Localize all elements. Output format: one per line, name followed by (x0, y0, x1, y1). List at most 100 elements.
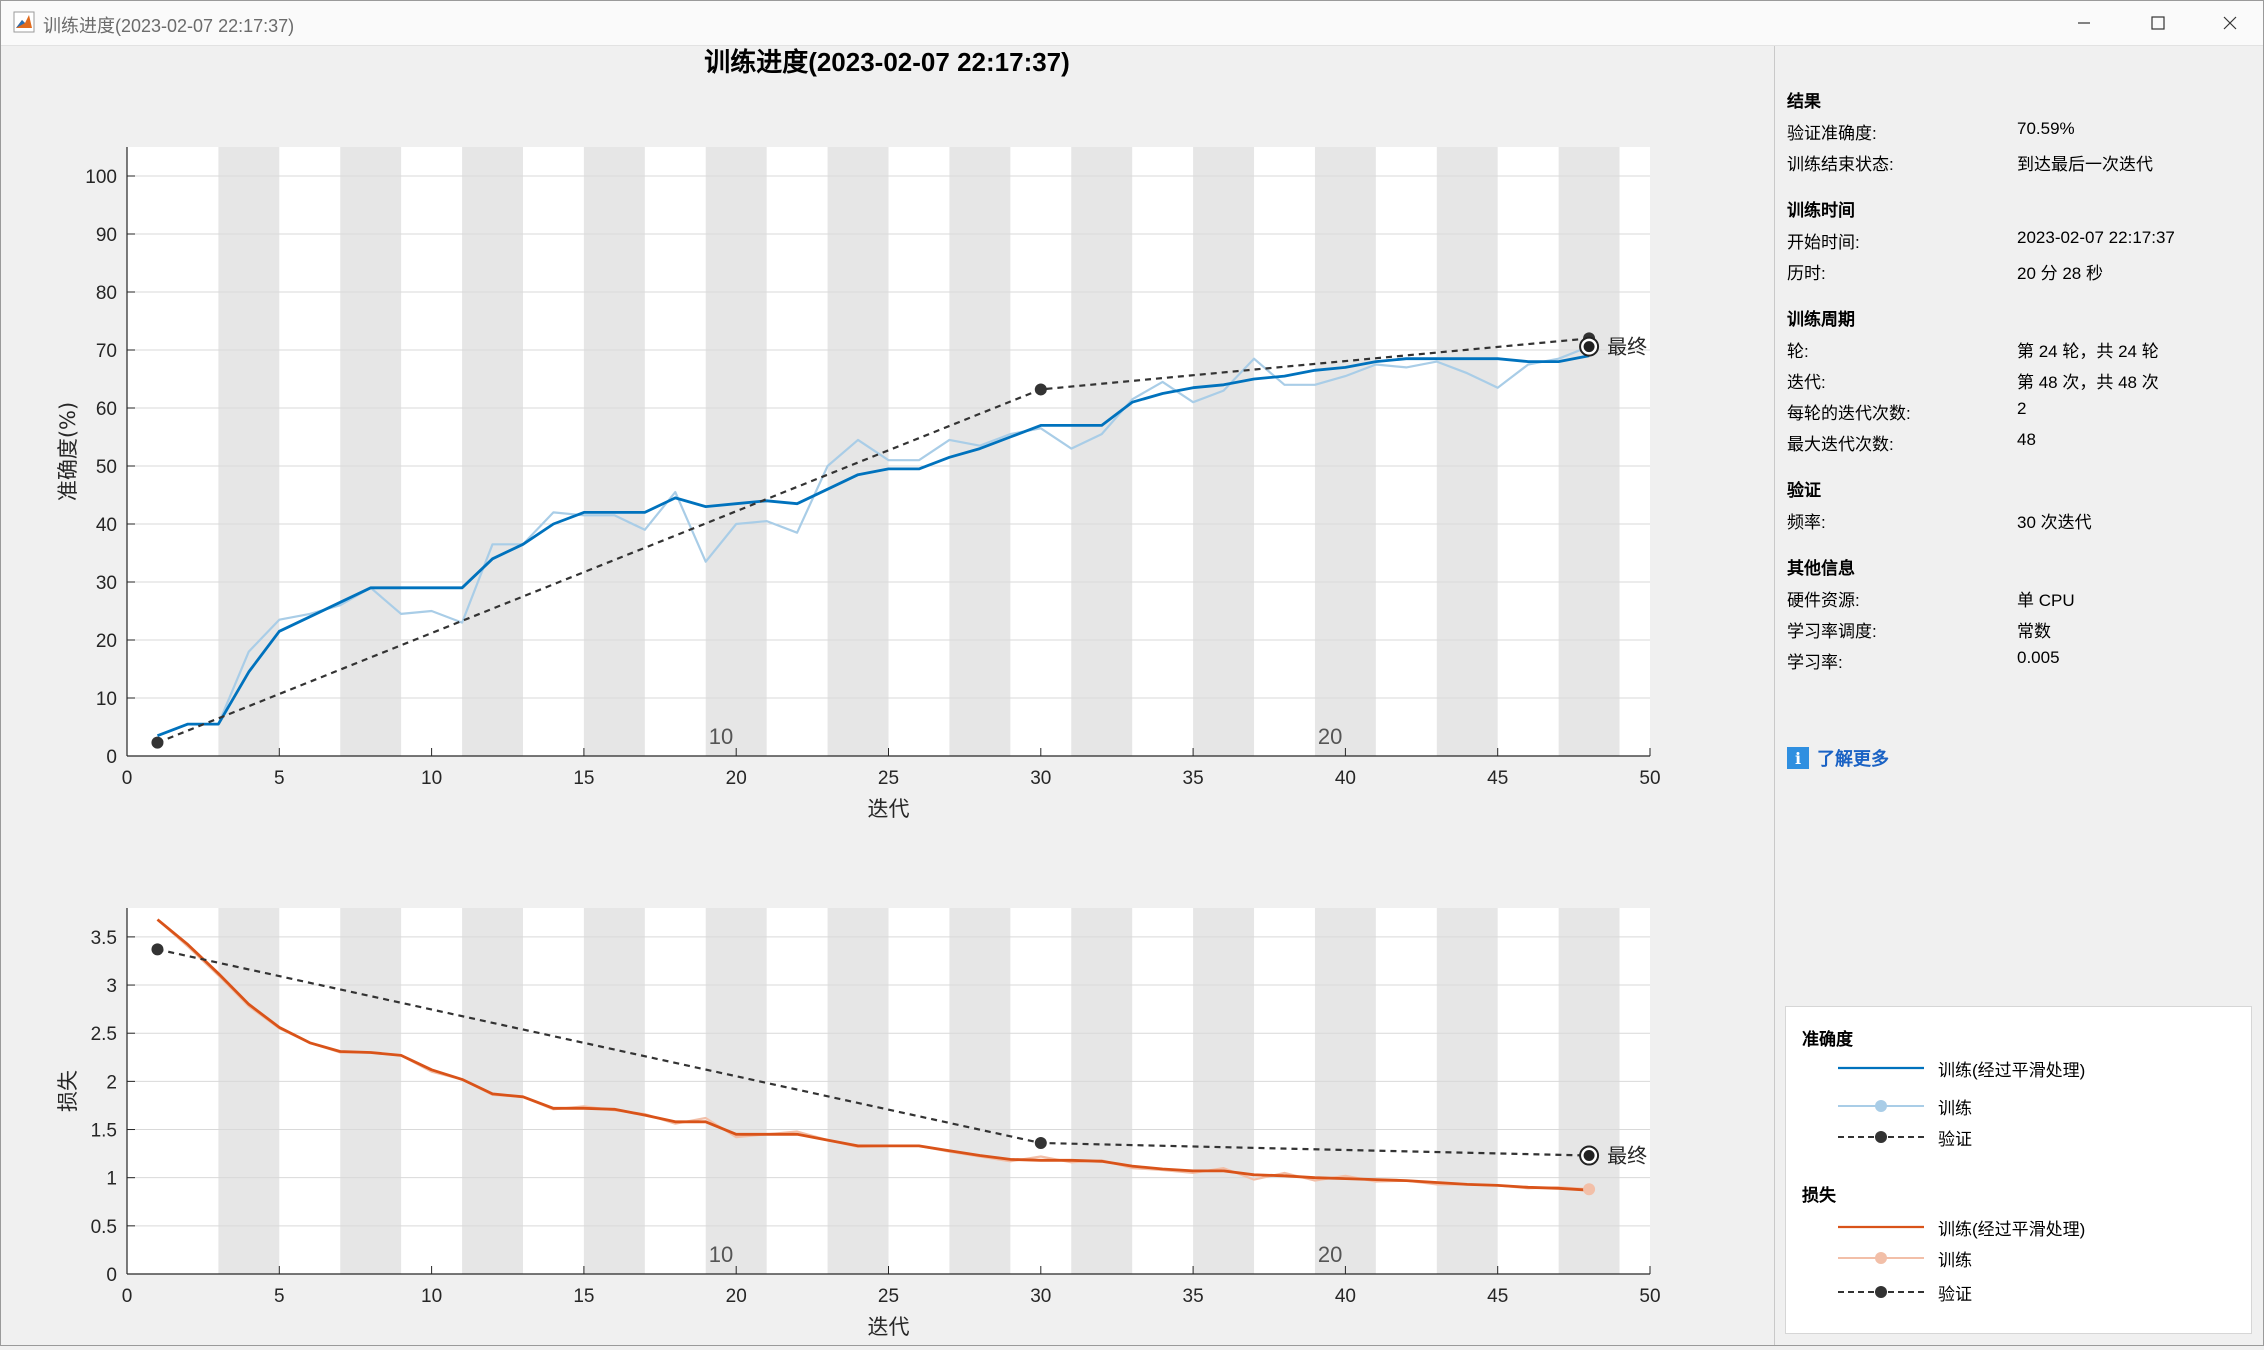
matlab-app-icon (13, 11, 35, 33)
y-tick-label: 30 (96, 573, 117, 594)
iterations-per-epoch-value: 2 (2017, 399, 2027, 418)
x-tick-label: 15 (573, 1286, 594, 1307)
max-iterations-value: 48 (2017, 430, 2036, 449)
y-tick-label: 2.5 (91, 1024, 117, 1045)
info-icon: i (1787, 747, 1809, 769)
final-marker-dot (1583, 341, 1595, 353)
legend-acc-smooth-label: 训练(经过平滑处理) (1938, 1060, 2086, 1080)
epoch-tick-label: 20 (1318, 724, 1342, 749)
learn-more-link[interactable]: i 了解更多 (1787, 745, 1889, 771)
lr-schedule-label: 学习率调度: (1787, 622, 1877, 641)
y-tick-label: 60 (96, 399, 117, 420)
plot-area: 训练进度(2023-02-07 22:17:37) 10 20 0 5 10 15 20 25… (1, 46, 1773, 1345)
x-tick-label: 20 (726, 768, 747, 789)
epoch-value: 第 24 轮，共 24 轮 (2017, 342, 2159, 361)
epoch-band (462, 908, 523, 1274)
train-accuracy-line (157, 345, 1590, 737)
epoch-tick-label: 10 (709, 1242, 733, 1267)
legend-loss-title: 损失 (1802, 1186, 1836, 1206)
legend-dashed-dot-icon (1838, 1131, 1924, 1143)
validation-accuracy-label: 验证准确度: (1787, 124, 1877, 143)
epoch-band (827, 908, 889, 1274)
x-axis-label: 迭代 (868, 1315, 910, 1339)
y-tick-label: 1 (106, 1169, 117, 1190)
legend-loss-train: 训练 (1836, 1245, 1972, 1271)
epoch-band (827, 147, 889, 756)
y-tick-label: 0 (106, 747, 117, 768)
iterations-per-epoch-label: 每轮的迭代次数: (1787, 404, 1911, 423)
training-charts: 训练进度(2023-02-07 22:17:37) 10 200 5 10 15 20 25… (56, 47, 1661, 1339)
legend-loss-smooth-label: 训练(经过平滑处理) (1938, 1219, 2086, 1239)
title-bar[interactable]: 训练进度(2023-02-07 22:17:37) (1, 1, 2263, 46)
accuracy-axis-label: 准确度(%) (56, 402, 80, 501)
x-tick-label: 5 (274, 768, 285, 789)
close-button[interactable] (2197, 1, 2263, 45)
legend-dashed-dot-icon (1838, 1286, 1924, 1298)
time-section-title: 训练时间 (1787, 201, 1855, 221)
y-tick-label: 80 (96, 283, 117, 304)
results-section-title: 结果 (1787, 92, 1821, 112)
epoch-band (1193, 147, 1255, 756)
legend-loss-train-label: 训练 (1938, 1250, 1972, 1270)
minimize-icon (2078, 22, 2090, 24)
x-tick-label: 50 (1639, 768, 1660, 789)
epoch-band (1193, 908, 1255, 1274)
epoch-band (949, 147, 1011, 756)
epoch-band (340, 147, 402, 756)
iteration-value: 第 48 次，共 48 次 (2017, 373, 2159, 392)
x-axis-label: 迭代 (868, 797, 910, 821)
legend-line-icon (1838, 1066, 1924, 1070)
y-tick-label: 20 (96, 631, 117, 652)
final-label: 最终 (1607, 1144, 1647, 1168)
y-tick-label: 90 (96, 225, 117, 246)
epoch-band (1436, 147, 1498, 756)
cycle-section-title: 训练周期 (1787, 310, 1855, 330)
minimize-button[interactable] (2051, 1, 2117, 45)
epoch-band (1314, 147, 1376, 756)
y-tick-label: 3 (106, 976, 117, 997)
epoch-band (705, 908, 767, 1274)
other-section-title: 其他信息 (1787, 559, 1855, 579)
y-tick-label: 0 (106, 1265, 117, 1286)
epoch-band (1071, 908, 1133, 1274)
legend-loss-smooth: 训练(经过平滑处理) (1836, 1214, 2085, 1240)
x-tick-label: 35 (1183, 768, 1204, 789)
info-panel: 结果 验证准确度: 70.59% 训练结束状态: 到达最后一次迭代 训练时间 开… (1774, 46, 2263, 1345)
legend-loss-validation-label: 验证 (1938, 1284, 1972, 1304)
x-tick-label: 45 (1487, 768, 1508, 789)
legend-acc-validation-label: 验证 (1938, 1129, 1972, 1149)
epoch-band (583, 908, 645, 1274)
epoch-band (1071, 147, 1133, 756)
x-tick-label: 40 (1335, 1286, 1356, 1307)
figure-title: 训练进度(2023-02-07 22:17:37) (704, 47, 1070, 77)
start-time-label: 开始时间: (1787, 233, 1860, 252)
x-tick-label: 0 (122, 768, 133, 789)
frequency-value: 30 次迭代 (2017, 513, 2092, 532)
final-marker-dot (1583, 1150, 1595, 1162)
x-tick-label: 5 (274, 1286, 285, 1307)
y-tick-label: 1.5 (91, 1121, 117, 1142)
x-tick-label: 40 (1335, 768, 1356, 789)
loss-axis-label: 损失 (56, 1070, 80, 1112)
x-tick-label: 25 (878, 1286, 899, 1307)
epoch-tick-label: 10 (709, 724, 733, 749)
maximize-button[interactable] (2125, 1, 2191, 45)
learn-more-label: 了解更多 (1817, 749, 1889, 769)
y-tick-label: 50 (96, 457, 117, 478)
x-tick-label: 10 (421, 1286, 442, 1307)
y-tick-label: 100 (85, 167, 117, 188)
legend-line-icon (1838, 1225, 1924, 1229)
epoch-band (218, 147, 280, 756)
y-tick-label: 3.5 (91, 928, 117, 949)
lr-schedule-value: 常数 (2017, 622, 2051, 641)
hardware-label: 硬件资源: (1787, 591, 1860, 610)
epoch-band (340, 908, 402, 1274)
y-tick-label: 40 (96, 515, 117, 536)
epoch-band (462, 147, 523, 756)
legend-loss-validation: 验证 (1836, 1279, 1972, 1305)
validation-point (151, 943, 164, 956)
max-iterations-label: 最大迭代次数: (1787, 435, 1894, 454)
validation-point (1034, 1137, 1047, 1150)
epoch-tick-label: 20 (1318, 1242, 1342, 1267)
